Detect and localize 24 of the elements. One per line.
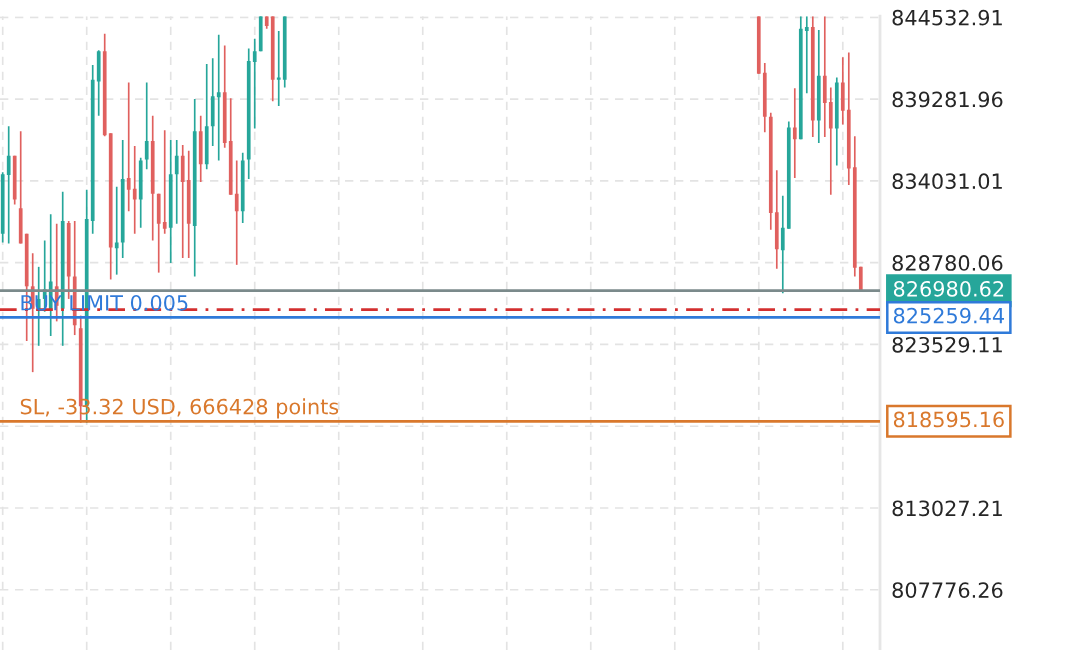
text: 825259.44 [893, 307, 1004, 324]
candlestick [126, 81, 131, 213]
candlestick [792, 87, 797, 179]
candlestick [216, 33, 221, 162]
y-tick-label: 823529.11 [892, 336, 1002, 353]
candlestick [276, 30, 281, 107]
text: 818595.16 [893, 411, 1004, 428]
y-tick-label: 834031.01 [892, 173, 1002, 190]
text: 826980.62 [893, 280, 1004, 297]
candlestick [804, 16, 809, 95]
candlestick [132, 145, 137, 235]
y-tick-label: 828780.06 [892, 255, 1003, 271]
y-tick-label: 844532.91 [892, 9, 1002, 26]
candlestick [144, 81, 149, 171]
candlestick [174, 139, 179, 225]
y-tick-label: 807776.26 [892, 582, 1003, 598]
candlestick [114, 185, 119, 276]
y-tick-label: 839281.96 [892, 91, 1003, 108]
candlestick [234, 159, 239, 266]
candlestick [252, 37, 257, 130]
candlestick [162, 129, 167, 235]
candlestick [780, 194, 785, 295]
y-tick-label: 813027.21 [892, 500, 1002, 517]
candlestick [6, 125, 11, 245]
